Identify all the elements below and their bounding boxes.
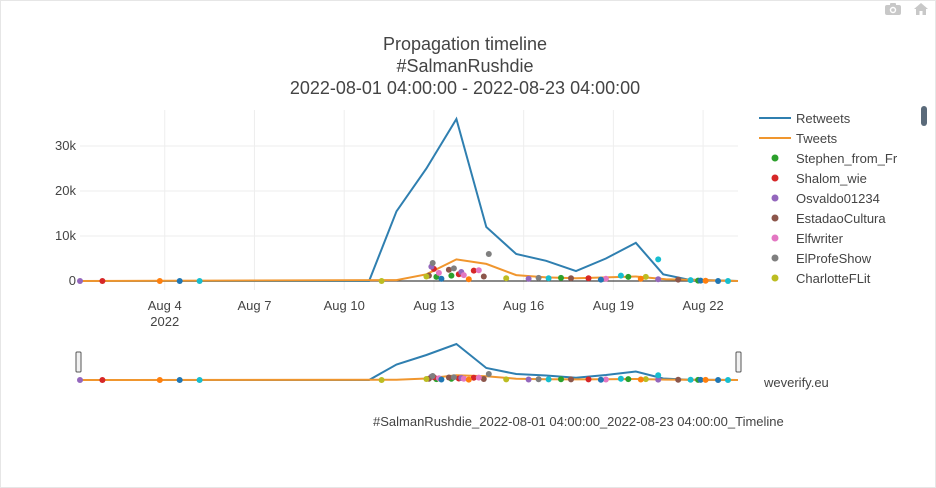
legend-item[interactable]: EstadaoCultura bbox=[758, 208, 918, 228]
home-icon[interactable] bbox=[912, 0, 930, 18]
legend-dot-swatch bbox=[758, 193, 792, 203]
camera-icon[interactable] bbox=[884, 0, 902, 18]
legend-dot-swatch bbox=[758, 273, 792, 283]
legend-item[interactable]: Shalom_wie bbox=[758, 168, 918, 188]
legend-label: EstadaoCultura bbox=[796, 210, 886, 226]
legend-dot-swatch bbox=[758, 153, 792, 163]
legend-label: Elfwriter bbox=[796, 230, 843, 246]
title-line-2: #SalmanRushdie bbox=[396, 56, 534, 76]
legend-dot-swatch bbox=[758, 213, 792, 223]
modebar bbox=[884, 0, 930, 20]
legend-item[interactable]: Retweets bbox=[758, 108, 918, 128]
legend[interactable]: Retweets Tweets Stephen_from_Fr Shalom_wie O… bbox=[758, 108, 918, 296]
chart-title: Propagation timeline #SalmanRushdie 2022… bbox=[150, 33, 780, 99]
legend-item[interactable]: Stephen_from_Fr bbox=[758, 148, 918, 168]
legend-label: Shalom_wie bbox=[796, 170, 867, 186]
legend-line-swatch bbox=[758, 135, 792, 141]
legend-dot-swatch bbox=[758, 173, 792, 183]
legend-item[interactable]: Osvaldo01234 bbox=[758, 188, 918, 208]
legend-item[interactable]: Tweets bbox=[758, 128, 918, 148]
legend-label: Osvaldo01234 bbox=[796, 190, 880, 206]
legend-item[interactable]: ElProfeShow bbox=[758, 248, 918, 268]
legend-item[interactable]: CharlotteFLit bbox=[758, 268, 918, 288]
watermark: weverify.eu bbox=[764, 375, 829, 390]
legend-label: CharlotteFLit bbox=[796, 270, 871, 286]
legend-label: Retweets bbox=[796, 110, 851, 126]
legend-label: ElProfeShow bbox=[796, 250, 872, 266]
legend-label: Stephen_from_Fr bbox=[796, 150, 898, 166]
title-line-1: Propagation timeline bbox=[382, 34, 548, 54]
title-line-3: 2022-08-01 04:00:00 - 2022-08-23 04:00:0… bbox=[289, 78, 641, 98]
legend-scrollbar[interactable] bbox=[921, 106, 927, 126]
legend-label: Tweets bbox=[796, 130, 838, 146]
legend-dot-swatch bbox=[758, 253, 792, 263]
legend-dot-swatch bbox=[758, 233, 792, 243]
legend-item[interactable]: Elfwriter bbox=[758, 228, 918, 248]
legend-line-swatch bbox=[758, 115, 792, 121]
chart-caption: #SalmanRushdie_2022-08-01 04:00:00_2022-… bbox=[373, 414, 784, 429]
